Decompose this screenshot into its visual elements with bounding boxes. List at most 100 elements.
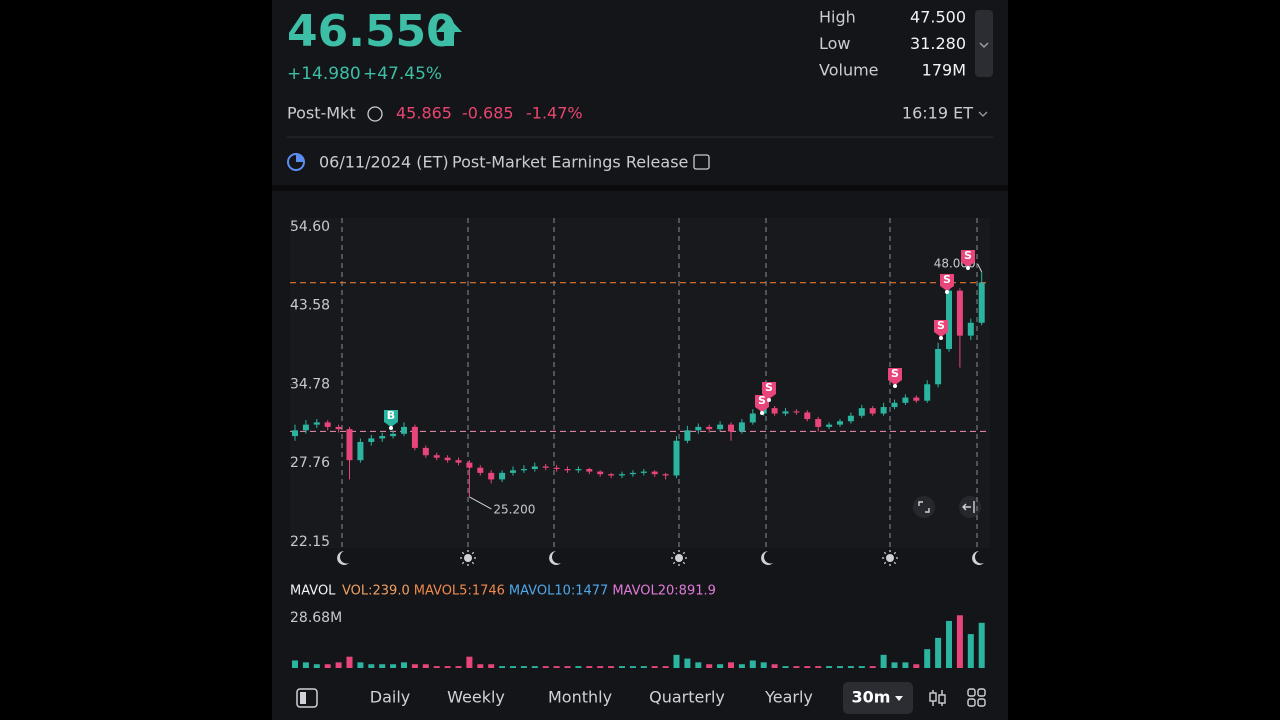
candle-body — [935, 348, 942, 385]
candle-body — [575, 469, 582, 471]
candle-body — [553, 467, 560, 470]
volume-bar — [815, 666, 822, 668]
volume-bar — [847, 666, 854, 668]
candle-body — [804, 412, 811, 420]
volume-legend: MAVOL5:1746 — [414, 584, 505, 599]
fullscreen-button[interactable] — [913, 496, 935, 518]
candle-body — [520, 469, 527, 471]
volume-bar — [619, 666, 625, 668]
trade-marker-label: S — [937, 319, 945, 332]
y-tick-label: 43.58 — [290, 298, 330, 314]
post-market-price: 45.865 — [396, 104, 452, 123]
volume-tick-label: 28.68M — [290, 610, 342, 626]
trade-marker-label: S — [943, 273, 951, 286]
candle-body — [313, 422, 320, 425]
candle-body — [597, 471, 604, 475]
trade-dot — [945, 290, 949, 294]
expand-button[interactable] — [975, 10, 993, 77]
candle-body — [477, 467, 484, 473]
candle-body — [826, 424, 833, 427]
trade-marker-label: S — [964, 249, 972, 262]
trade-marker[interactable] — [961, 250, 975, 267]
volume-bar — [706, 664, 713, 668]
tab[interactable]: Monthly — [548, 688, 612, 707]
candle-body — [913, 397, 920, 401]
trade-dot — [389, 426, 393, 430]
candle-body — [891, 402, 898, 408]
candle-body — [401, 426, 407, 434]
trade-marker[interactable] — [888, 368, 902, 385]
trade-marker[interactable] — [384, 410, 398, 427]
tab[interactable]: Daily — [370, 688, 410, 707]
volume-bar — [302, 662, 309, 668]
trade-marker[interactable] — [762, 382, 776, 399]
volume-bar — [324, 664, 331, 668]
sun-icon — [675, 554, 683, 562]
tab[interactable]: Yearly — [764, 688, 813, 707]
grid-icon[interactable] — [967, 688, 986, 707]
tab[interactable]: Quarterly — [649, 688, 725, 707]
sun-ray — [471, 551, 475, 555]
volume-bar — [597, 666, 604, 668]
trade-marker[interactable] — [940, 274, 954, 291]
volume-bar — [608, 666, 615, 668]
up-arrow — [436, 18, 462, 46]
volume-bar — [510, 666, 516, 668]
tab[interactable]: Weekly — [447, 688, 505, 707]
tab[interactable]: 30m — [852, 688, 891, 707]
candle-body — [760, 408, 767, 414]
candle-body — [499, 472, 506, 480]
candle-body — [858, 408, 865, 416]
price: 46.550 — [287, 6, 457, 57]
candle-body — [510, 470, 516, 473]
sun-ray — [471, 561, 475, 565]
candle-body — [684, 430, 691, 441]
volume-bar — [357, 662, 364, 668]
y-tick-label: 27.76 — [290, 455, 330, 471]
volume-bar — [477, 664, 484, 668]
candle-body — [368, 438, 375, 442]
fullscreen-icon — [918, 501, 930, 513]
candle-body — [946, 290, 952, 349]
volume-bar — [542, 666, 549, 668]
sun-ray — [893, 551, 897, 555]
trade-marker[interactable] — [755, 395, 769, 412]
post-market-label: Post-Mkt — [287, 104, 356, 123]
annotation: 25.200 — [493, 502, 535, 516]
candle-body — [847, 415, 854, 422]
volume-bar — [913, 664, 920, 668]
volume-bar — [946, 620, 952, 668]
candle-body — [629, 472, 636, 475]
calendar-icon[interactable] — [693, 154, 710, 170]
candle-body — [837, 421, 843, 425]
trade-marker-label: S — [765, 381, 773, 394]
interval-button[interactable] — [843, 682, 913, 714]
candle-body — [869, 408, 876, 414]
candle-body — [444, 457, 451, 461]
volume-bar — [335, 662, 342, 668]
volume-bar — [684, 658, 691, 668]
candle-body — [749, 413, 756, 423]
volume-bar — [586, 666, 593, 668]
candle-body — [390, 433, 397, 437]
volume-legend: MAVOL10:1477 — [509, 584, 608, 599]
post-market-time[interactable]: 16:19 ET — [902, 104, 973, 123]
reset-icon — [962, 501, 975, 513]
panel-icon[interactable] — [296, 688, 318, 708]
chevron — [979, 42, 989, 49]
volume-bar — [488, 664, 495, 668]
volume-legend: VOL:239.0 — [342, 584, 410, 599]
volume-bar — [499, 666, 506, 668]
volume-bar — [401, 662, 407, 668]
candle-icon-body — [929, 692, 937, 702]
volume-title: MAVOL — [290, 584, 336, 599]
volume-bar — [826, 666, 833, 668]
candle-body — [738, 422, 745, 432]
info-icon[interactable] — [367, 106, 383, 122]
sun-ray — [883, 561, 887, 565]
volume-bar — [390, 664, 397, 668]
trade-marker[interactable] — [934, 320, 948, 337]
volume-bar — [978, 622, 985, 668]
trade-marker-label: S — [758, 394, 766, 407]
candle-body — [302, 424, 309, 431]
